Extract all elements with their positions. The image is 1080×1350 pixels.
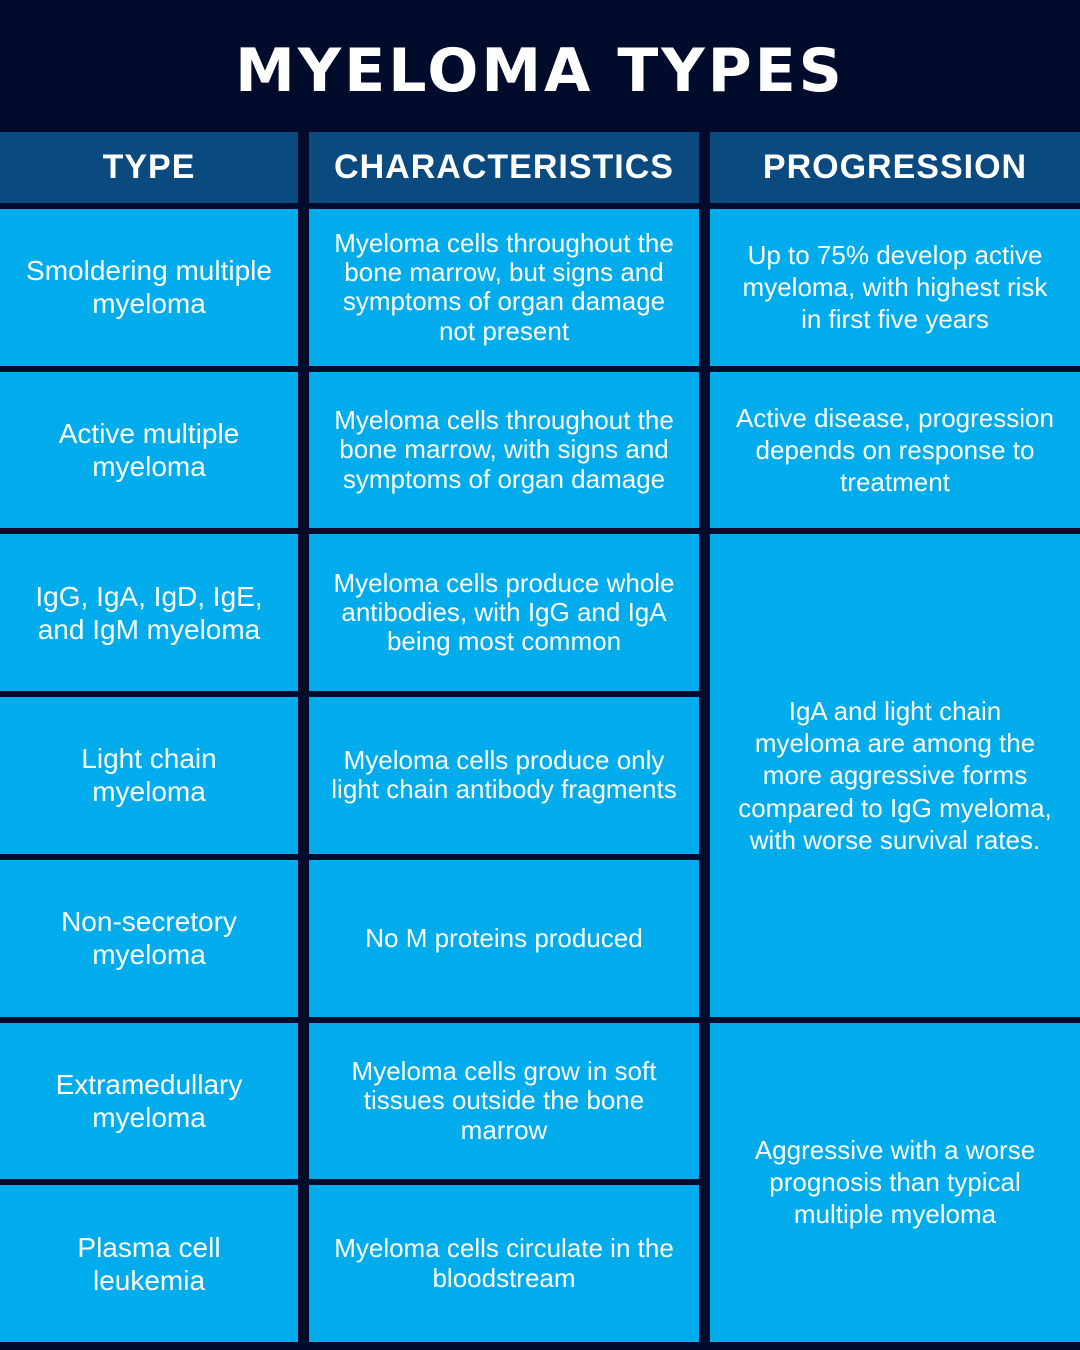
- progression-cell-smoldering: Up to 75% develop active myeloma, with h…: [710, 209, 1080, 366]
- characteristics-cell-plasma-cell-leukemia: Myeloma cells circulate in the bloodstre…: [309, 1185, 699, 1342]
- type-text: IgG, IgA, IgD, IgE, and IgM myeloma: [35, 580, 263, 645]
- characteristics-text: Myeloma cells circulate in the bloodstre…: [334, 1233, 674, 1293]
- characteristics-cell-active: Myeloma cells throughout the bone marrow…: [309, 371, 699, 529]
- progression-text: Up to 75% develop active myeloma, with h…: [742, 240, 1048, 335]
- type-cell-immunoglobulin: IgG, IgA, IgD, IgE, and IgM myeloma: [0, 534, 298, 692]
- type-cell-extramedullary: Extramedullary myeloma: [0, 1022, 298, 1180]
- characteristics-cell-immunoglobulin: Myeloma cells produce whole antibodies, …: [309, 534, 699, 692]
- column-header-progression: PROGRESSION: [710, 132, 1080, 203]
- title-bar: MYELOMA TYPES: [0, 0, 1080, 132]
- progression-text: Active disease, progression depends on r…: [736, 402, 1054, 498]
- progression-cell-merged-ig-lightchain-nonsecretory: IgA and light chain myeloma are among th…: [710, 534, 1080, 1017]
- type-cell-plasma-cell-leukemia: Plasma cell leukemia: [0, 1185, 298, 1342]
- characteristics-text: Myeloma cells produce only light chain a…: [331, 745, 677, 805]
- characteristics-cell-smoldering: Myeloma cells throughout the bone marrow…: [309, 209, 699, 366]
- column-header-characteristics: CHARACTERISTICS: [309, 132, 699, 203]
- progression-cell-active: Active disease, progression depends on r…: [710, 371, 1080, 529]
- progression-text: IgA and light chain myeloma are among th…: [738, 695, 1052, 855]
- characteristics-cell-light-chain: Myeloma cells produce only light chain a…: [309, 697, 699, 854]
- type-text: Light chain myeloma: [81, 743, 217, 808]
- characteristics-text: Myeloma cells grow in soft tissues outsi…: [351, 1055, 657, 1145]
- page-title: MYELOMA TYPES: [235, 36, 845, 106]
- type-cell-smoldering: Smoldering multiple myeloma: [0, 209, 298, 366]
- type-cell-light-chain: Light chain myeloma: [0, 697, 298, 854]
- type-text: Active multiple myeloma: [58, 418, 240, 483]
- characteristics-cell-non-secretory: No M proteins produced: [309, 859, 699, 1017]
- column-header-type: TYPE: [0, 132, 298, 203]
- myeloma-table: TYPE CHARACTERISTICS PROGRESSION Smolder…: [0, 132, 1080, 1350]
- type-text: Extramedullary myeloma: [55, 1068, 243, 1133]
- type-text: Plasma cell leukemia: [77, 1231, 221, 1296]
- type-text: Non-secretory myeloma: [61, 906, 237, 971]
- characteristics-cell-extramedullary: Myeloma cells grow in soft tissues outsi…: [309, 1022, 699, 1180]
- characteristics-text: No M proteins produced: [365, 922, 643, 953]
- type-cell-non-secretory: Non-secretory myeloma: [0, 859, 298, 1017]
- characteristics-text: Myeloma cells produce whole antibodies, …: [333, 567, 675, 657]
- characteristics-text: Myeloma cells throughout the bone marrow…: [334, 227, 674, 346]
- characteristics-text: Myeloma cells throughout the bone marrow…: [334, 405, 674, 494]
- type-cell-active: Active multiple myeloma: [0, 371, 298, 529]
- progression-text: Aggressive with a worse prognosis than t…: [754, 1134, 1036, 1230]
- progression-cell-merged-extramedullary-leukemia: Aggressive with a worse prognosis than t…: [710, 1022, 1080, 1342]
- type-text: Smoldering multiple myeloma: [26, 255, 272, 320]
